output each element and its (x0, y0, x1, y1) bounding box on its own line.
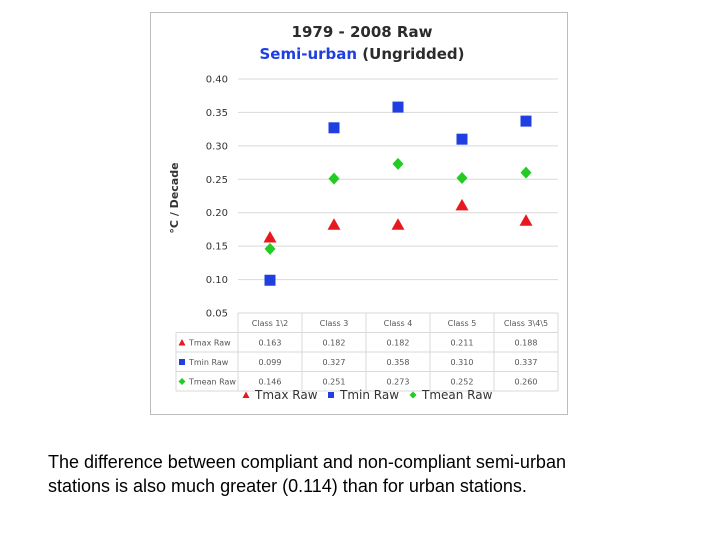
table-cell-value: 0.211 (451, 339, 474, 348)
point-tmean-raw (264, 242, 276, 255)
table-cell-value: 0.273 (387, 378, 410, 387)
y-tick-label: 0.25 (206, 175, 228, 186)
point-tmean-raw (392, 157, 404, 170)
point-tmean-raw (456, 171, 468, 184)
chart-container: 1979 - 2008 Raw Semi-urban (Ungridded) °… (150, 12, 568, 415)
point-tmax-raw (519, 214, 533, 226)
caption-line-2: stations is also much greater (0.114) th… (48, 476, 527, 496)
caption-line-1: The difference between compliant and non… (48, 452, 566, 472)
y-tick-label: 0.20 (206, 208, 228, 219)
table-cell-value: 0.337 (515, 358, 538, 367)
chart-title-line1: 1979 - 2008 Raw (292, 23, 433, 41)
table-cell-value: 0.260 (515, 378, 538, 387)
y-tick-label: 0.35 (206, 108, 228, 119)
legend-marker-tmax-raw (242, 391, 250, 398)
y-tick-label: 0.15 (206, 242, 228, 253)
legend-marker-tmin-raw (328, 392, 334, 398)
point-tmin-raw (456, 133, 468, 145)
x-category-label: Class 3\4\5 (504, 319, 548, 328)
table-series-label: Tmax Raw (188, 339, 231, 348)
table-cell-value: 0.188 (515, 339, 538, 348)
table-legend-marker-tmin-raw (179, 359, 185, 365)
chart-title-line2: Semi-urban (Ungridded) (259, 45, 464, 63)
data-table: Class 1\2 Class 3 Class 4 Class 5 Class 3\4\… (175, 312, 559, 392)
table-cell-value: 0.099 (259, 358, 282, 367)
legend-label-tmin-raw: Tmin Raw (339, 388, 399, 402)
point-tmean-raw (328, 172, 340, 185)
chart-svg: 1979 - 2008 Raw Semi-urban (Ungridded) °… (168, 23, 559, 402)
table-cell-value: 0.252 (451, 378, 474, 387)
table-cell-value: 0.327 (323, 358, 346, 367)
x-category-label: Class 1\2 (252, 319, 288, 328)
point-tmax-raw (327, 218, 341, 230)
table-cell-value: 0.182 (387, 339, 410, 348)
chart-title-rest: (Ungridded) (357, 45, 464, 63)
point-tmin-raw (264, 274, 276, 286)
y-tick-label: 0.10 (206, 275, 228, 286)
table-series-label: Tmin Raw (188, 358, 229, 367)
point-tmin-raw (520, 115, 532, 127)
y-tick-label: 0.40 (206, 75, 228, 86)
chart-legend: Tmax Raw Tmin Raw Tmean Raw (242, 388, 493, 402)
table-cell-value: 0.146 (259, 378, 282, 387)
point-tmin-raw (392, 101, 404, 113)
legend-label-tmax-raw: Tmax Raw (254, 388, 318, 402)
table-cell-value: 0.310 (451, 358, 474, 367)
table-cell-value: 0.358 (387, 358, 410, 367)
x-category-label: Class 3 (320, 319, 349, 328)
point-tmax-raw (391, 218, 405, 230)
legend-marker-tmean-raw (409, 391, 417, 399)
table-legend-marker-tmax-raw (178, 339, 186, 346)
table-series-label: Tmean Raw (188, 378, 236, 387)
y-tick-label: 0.05 (206, 309, 228, 320)
caption: The difference between compliant and non… (48, 450, 668, 498)
point-tmin-raw (328, 122, 340, 134)
point-tmax-raw (263, 230, 277, 243)
plot-area: 0.40 0.35 0.30 0.25 0.20 0.15 0.10 0.05 (206, 75, 558, 320)
table-cell-value: 0.182 (323, 339, 346, 348)
table-legend-marker-tmean-raw (178, 378, 186, 385)
x-category-label: Class 5 (448, 319, 477, 328)
table-cell-value: 0.163 (259, 339, 282, 348)
x-category-label: Class 4 (384, 319, 413, 328)
chart-title-highlight: Semi-urban (259, 45, 357, 63)
table-cell-value: 0.251 (323, 378, 346, 387)
point-tmax-raw (455, 198, 469, 211)
point-tmean-raw (520, 166, 532, 179)
y-tick-label: 0.30 (206, 141, 228, 152)
y-axis-label: °C / Decade (168, 162, 181, 233)
legend-label-tmean-raw: Tmean Raw (421, 388, 493, 402)
